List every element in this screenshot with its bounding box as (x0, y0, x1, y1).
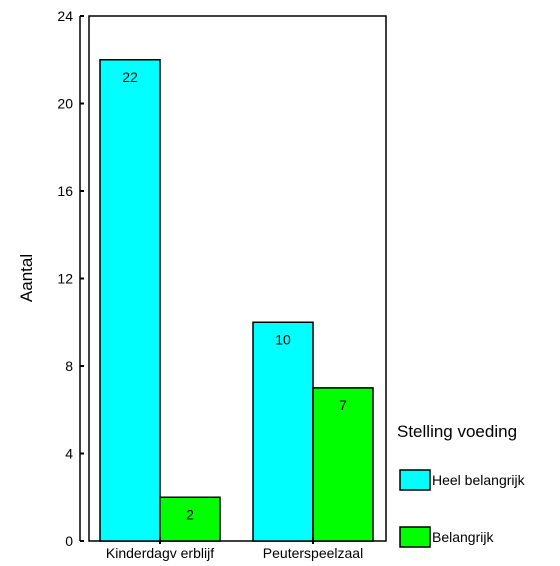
bar (312, 387, 374, 542)
y-tick-label: 12 (57, 271, 73, 287)
y-axis: 0 4 8 12 16 20 24 (57, 8, 84, 549)
y-tick-label: 20 (57, 96, 73, 112)
legend-title: Stelling voeding (397, 422, 517, 441)
x-axis: Kinderdagv erblijf Peuterspeelzaal (106, 537, 363, 561)
y-tick-label: 24 (57, 8, 73, 24)
legend-swatch (399, 526, 431, 548)
legend-label: Heel belangrijk (432, 472, 526, 488)
data-label: 22 (122, 69, 138, 85)
bar (252, 321, 314, 542)
y-tick-label: 0 (65, 533, 73, 549)
y-tick-label: 4 (65, 446, 73, 462)
bar (159, 496, 221, 542)
plot-frame (88, 15, 387, 542)
data-label: 7 (339, 397, 347, 413)
y-tick-label: 8 (65, 358, 73, 374)
y-tick-label: 16 (57, 183, 73, 199)
x-tick-label: Kinderdagv erblijf (106, 545, 214, 561)
legend: Heel belangrijk Belangrijk (399, 469, 526, 548)
data-label: 10 (275, 331, 291, 347)
y-axis-title: Aantal (17, 254, 36, 302)
data-label: 2 (186, 506, 194, 522)
bar (99, 59, 161, 542)
legend-swatch (399, 469, 431, 491)
x-tick-label: Peuterspeelzaal (263, 545, 363, 561)
legend-label: Belangrijk (432, 529, 494, 545)
